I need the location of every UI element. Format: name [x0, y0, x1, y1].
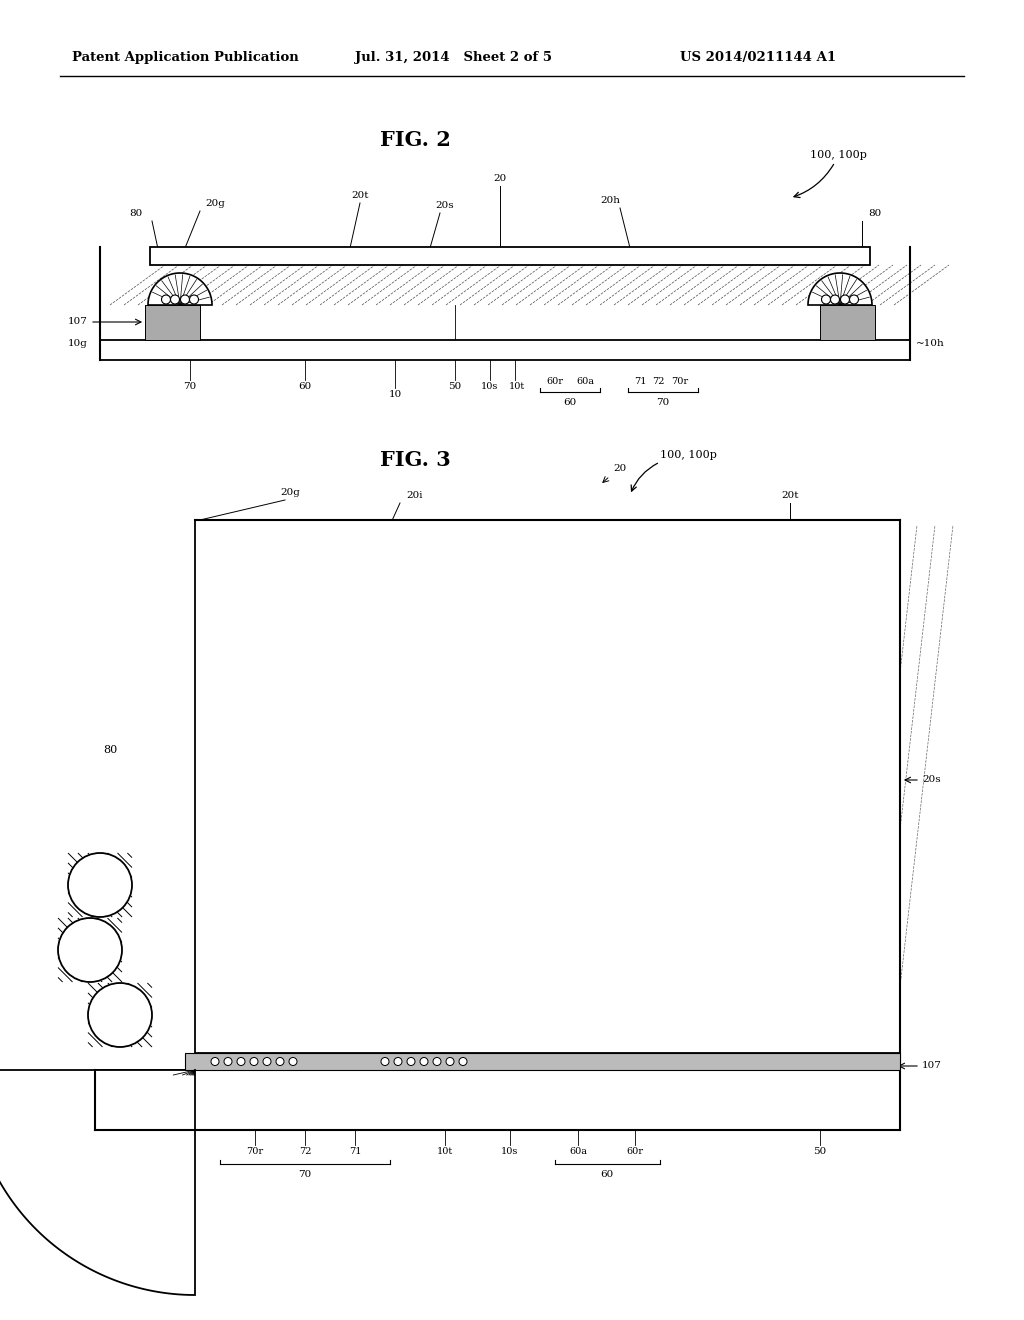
Text: 50: 50 — [449, 381, 462, 391]
Text: FIG. 2: FIG. 2 — [380, 129, 451, 150]
Circle shape — [459, 1057, 467, 1065]
Circle shape — [850, 294, 858, 304]
Text: 10s: 10s — [502, 1147, 519, 1156]
Circle shape — [289, 1057, 297, 1065]
Circle shape — [263, 1057, 271, 1065]
Circle shape — [433, 1057, 441, 1065]
Text: 10t: 10t — [509, 381, 525, 391]
Circle shape — [446, 1057, 454, 1065]
Text: 100, 100p: 100, 100p — [810, 150, 867, 160]
Text: Jul. 31, 2014   Sheet 2 of 5: Jul. 31, 2014 Sheet 2 of 5 — [355, 51, 552, 65]
Bar — [145, 305, 200, 341]
Text: 20t: 20t — [781, 491, 799, 500]
Circle shape — [162, 294, 171, 304]
Text: 10g: 10g — [69, 339, 88, 348]
Text: 72: 72 — [651, 378, 665, 385]
Text: 60a: 60a — [575, 378, 594, 385]
Text: 20t: 20t — [351, 191, 369, 201]
Circle shape — [407, 1057, 415, 1065]
Text: 50: 50 — [813, 1147, 826, 1156]
Text: 20s: 20s — [435, 201, 455, 210]
Text: 71: 71 — [634, 378, 646, 385]
Circle shape — [394, 1057, 402, 1065]
Text: 60: 60 — [600, 1170, 613, 1179]
Text: 72: 72 — [299, 1147, 311, 1156]
Circle shape — [841, 294, 850, 304]
Text: 107: 107 — [922, 1061, 942, 1071]
Circle shape — [189, 294, 199, 304]
Text: 70r: 70r — [672, 378, 688, 385]
Circle shape — [821, 294, 830, 304]
Bar — [100, 341, 910, 360]
Text: 80: 80 — [129, 209, 142, 218]
Circle shape — [224, 1057, 232, 1065]
Text: 70: 70 — [298, 1170, 311, 1179]
Text: 20: 20 — [494, 174, 507, 183]
Text: FIG. 3: FIG. 3 — [380, 450, 451, 470]
Text: 70r: 70r — [247, 1147, 263, 1156]
Bar — [195, 520, 900, 1053]
Text: 60a: 60a — [569, 1147, 587, 1156]
Bar — [95, 1071, 900, 1130]
Circle shape — [420, 1057, 428, 1065]
Bar — [150, 247, 870, 265]
Text: 100, 100p: 100, 100p — [660, 450, 717, 459]
Text: Patent Application Publication: Patent Application Publication — [72, 51, 299, 65]
Circle shape — [88, 983, 152, 1047]
Circle shape — [276, 1057, 284, 1065]
Text: 80: 80 — [868, 209, 882, 218]
Text: 70: 70 — [656, 399, 670, 407]
Circle shape — [180, 294, 189, 304]
Text: 71: 71 — [349, 1147, 361, 1156]
Text: 107: 107 — [69, 318, 88, 326]
Circle shape — [211, 1057, 219, 1065]
Text: 10s: 10s — [481, 381, 499, 391]
Text: 80: 80 — [102, 744, 117, 755]
Circle shape — [830, 294, 840, 304]
Bar — [185, 1053, 900, 1071]
Text: 60: 60 — [298, 381, 311, 391]
Polygon shape — [0, 1071, 195, 1295]
Text: 20g: 20g — [280, 488, 300, 498]
Text: 20: 20 — [613, 465, 627, 473]
Circle shape — [171, 294, 179, 304]
Text: 60: 60 — [563, 399, 577, 407]
Text: 20g: 20g — [205, 199, 225, 209]
Text: US 2014/0211144 A1: US 2014/0211144 A1 — [680, 51, 837, 65]
Text: 10g: 10g — [70, 1081, 90, 1089]
Circle shape — [58, 917, 122, 982]
Polygon shape — [148, 273, 212, 305]
Polygon shape — [808, 273, 872, 305]
Text: 20h: 20h — [600, 195, 620, 205]
Text: 60r: 60r — [547, 378, 563, 385]
Circle shape — [250, 1057, 258, 1065]
Text: 10: 10 — [74, 1135, 87, 1144]
Text: 20s: 20s — [922, 776, 941, 784]
Bar — [820, 305, 874, 341]
Circle shape — [381, 1057, 389, 1065]
Circle shape — [68, 853, 132, 917]
Text: 20i: 20i — [407, 491, 423, 500]
Text: 10t: 10t — [437, 1147, 454, 1156]
Text: ~10h: ~10h — [916, 339, 945, 348]
Text: 10: 10 — [388, 389, 401, 399]
Text: 60r: 60r — [627, 1147, 643, 1156]
Circle shape — [237, 1057, 245, 1065]
Text: 70: 70 — [183, 381, 197, 391]
